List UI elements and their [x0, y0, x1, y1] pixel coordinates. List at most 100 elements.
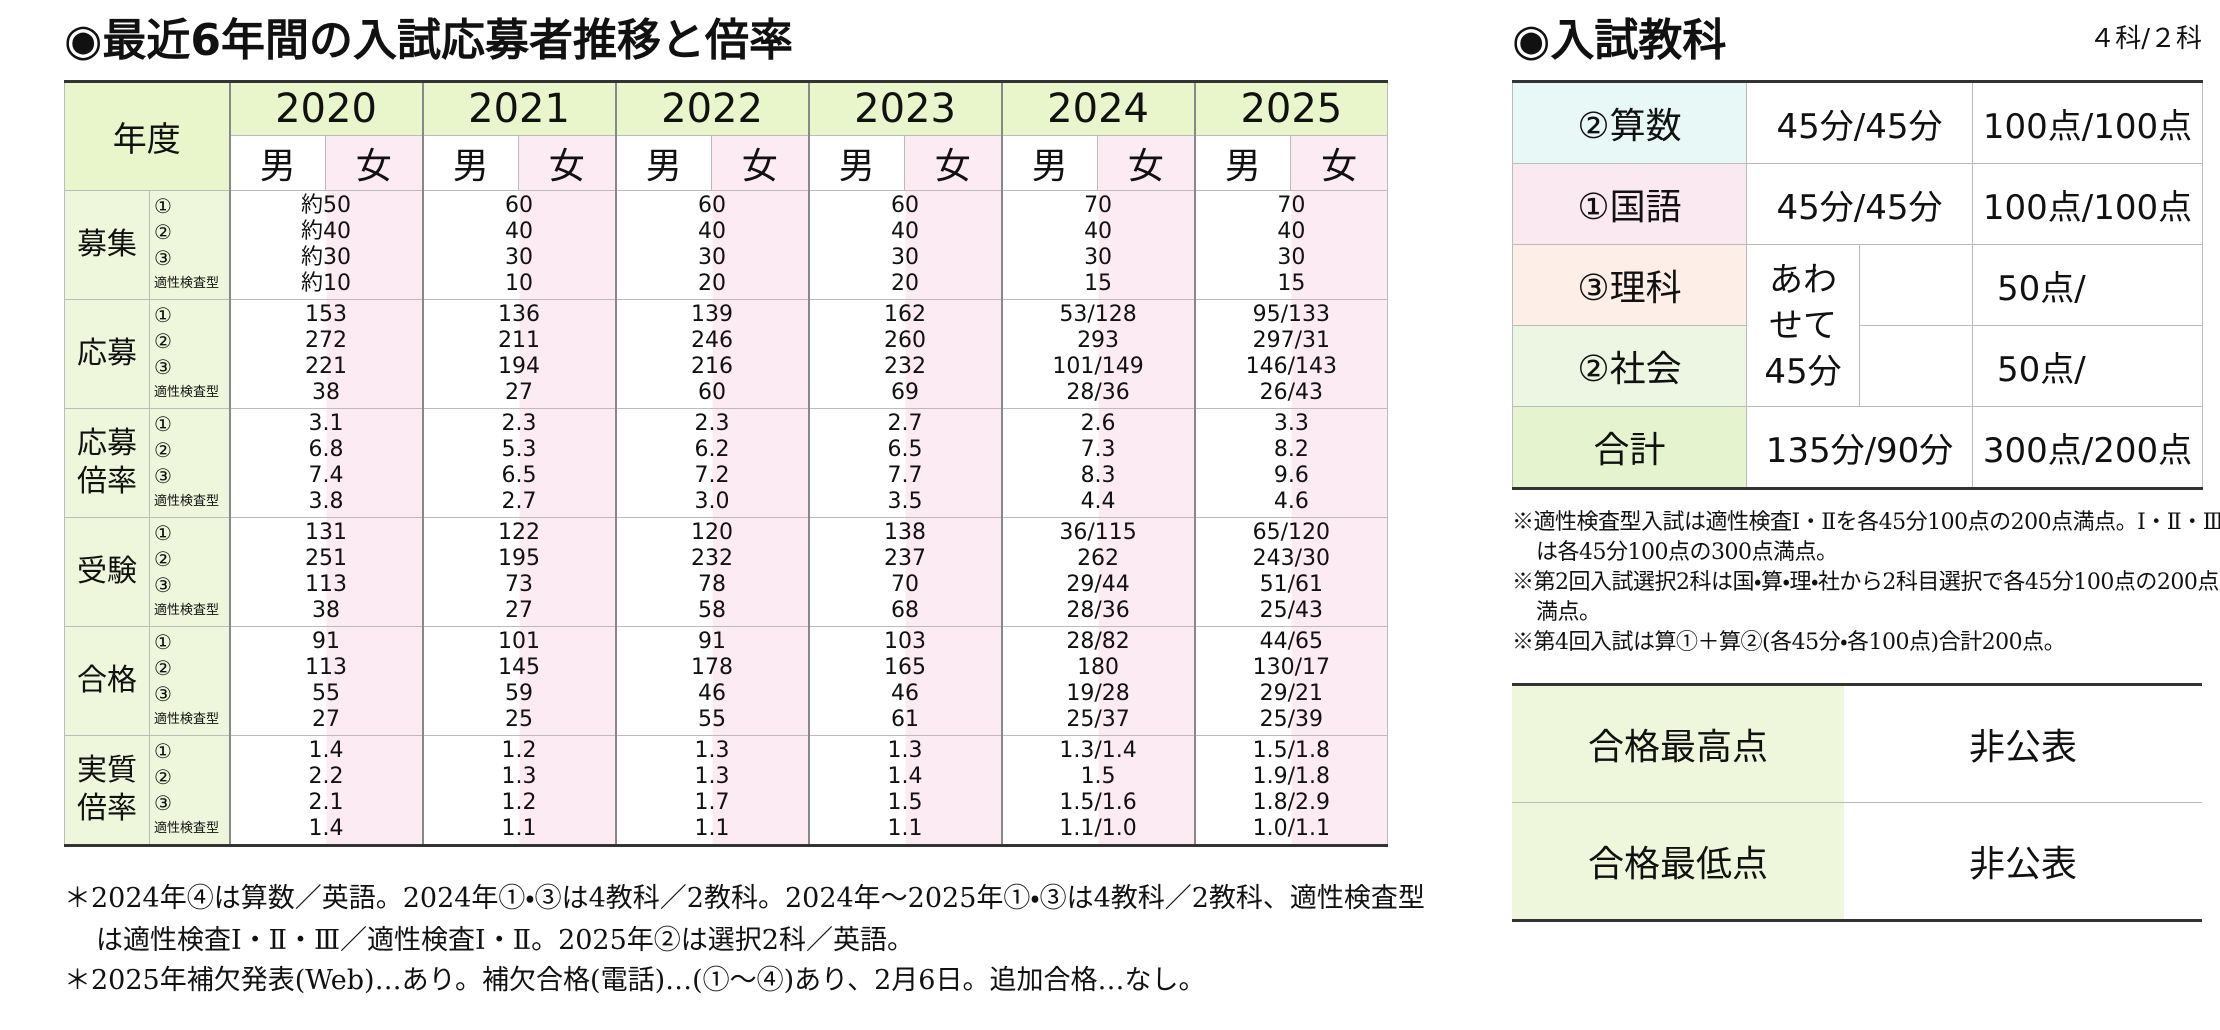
- value: 2.7: [887, 411, 923, 436]
- year-values: 1.4 2.2 2.1 1.4: [228, 735, 424, 846]
- value: 3.0: [694, 489, 730, 514]
- value: 3.1: [308, 411, 344, 436]
- row-label: 応募 倍率: [64, 408, 150, 518]
- sub-label: 適性検査型: [154, 276, 220, 291]
- year-values: 138 237 70 68: [807, 517, 1003, 627]
- value: 1.3: [887, 738, 923, 763]
- value: 44/65: [1259, 629, 1324, 654]
- male: 男: [1193, 135, 1292, 191]
- value: 216: [691, 354, 734, 379]
- note: ※第2回入試選択2科は国・算・理・社から2科目選択で各45分100点の200点満…: [1512, 570, 2219, 625]
- value: 1.5/1.6: [1059, 790, 1137, 815]
- value: 70: [1084, 193, 1113, 218]
- value: 1.2: [501, 738, 537, 763]
- data-row: 応募 ① ② ③ 適性検査型 153 272 221 38 136 211 194 27 139 246 21…: [64, 299, 1389, 409]
- score-label: 合格最高点: [1512, 684, 1844, 803]
- year-values: 139 246 216 60: [614, 299, 810, 409]
- value: 8.3: [1080, 463, 1116, 488]
- year-values: 153 272 221 38: [228, 299, 424, 409]
- score-label: 合格最低点: [1512, 802, 1844, 921]
- value: 36/115: [1059, 520, 1137, 545]
- value: 1.5: [887, 790, 923, 815]
- female: 女: [711, 135, 810, 191]
- year-values: 95/133 297/31 146/143 26/43: [1193, 299, 1389, 409]
- year-values: 91 178 46 55: [614, 626, 810, 736]
- value: 60: [698, 380, 727, 405]
- value: 61: [891, 707, 920, 732]
- row-label: 募集: [64, 190, 150, 300]
- sub-labels: ① ② ③ 適性検査型: [149, 735, 230, 846]
- value: 2.6: [1080, 411, 1116, 436]
- value: 4.4: [1080, 489, 1116, 514]
- score-value: 非公表: [1844, 802, 2202, 921]
- value: 113: [305, 572, 347, 597]
- value: 260: [884, 328, 927, 353]
- value: 251: [305, 546, 347, 571]
- row-label: 実質 倍率: [64, 735, 150, 846]
- year-header: 年度: [64, 81, 230, 191]
- value: 51/61: [1259, 572, 1324, 597]
- value: 25/39: [1259, 707, 1324, 732]
- year-values: 131 251 113 38: [228, 517, 424, 627]
- value: 30: [1084, 245, 1113, 270]
- sub-label: ②: [154, 329, 172, 353]
- year-values: 70 40 30 15: [1193, 190, 1389, 300]
- subject-score: 50点/: [1972, 244, 2204, 326]
- data-row: 合格 ① ② ③ 適性検査型 91 113 55 27 101 145 59 25 91 178 46 55 10…: [64, 626, 1389, 736]
- value: 1.4: [308, 816, 344, 841]
- value: 26/43: [1259, 380, 1324, 405]
- year: 2024: [1000, 81, 1196, 136]
- value: 120: [691, 520, 734, 545]
- value: 40: [505, 219, 534, 244]
- note: ※第4回入試は算①＋算②(各45分・各100点)合計200点。: [1512, 630, 2066, 655]
- value: 30: [505, 245, 534, 270]
- combined-time: あわ せて 45分: [1746, 244, 1860, 407]
- sub-label: ③: [154, 355, 172, 379]
- value: 1.8/2.9: [1252, 790, 1331, 815]
- value: 246: [691, 328, 734, 353]
- value: 272: [305, 328, 347, 353]
- data-row: 受験 ① ② ③ 適性検査型 131 251 113 38 122 195 73 27 120 232 78 5…: [64, 517, 1389, 627]
- note: ※適性検査型入試は適性検査Ⅰ・Ⅱを各45分100点の200点満点。Ⅰ・Ⅱ・Ⅲは各…: [1512, 510, 2220, 565]
- value: 70: [891, 572, 920, 597]
- value: 2.2: [308, 764, 344, 789]
- year-values: 44/65 130/17 29/21 25/39: [1193, 626, 1389, 736]
- sub-labels: ① ② ③ 適性検査型: [149, 517, 230, 627]
- value: 1.1: [887, 816, 923, 841]
- value: 30: [1277, 245, 1306, 270]
- female: 女: [518, 135, 617, 191]
- value: 40: [891, 219, 920, 244]
- subject-name: ②社会: [1512, 325, 1747, 407]
- value: 91: [698, 629, 727, 654]
- year-values: 3.3 8.2 9.6 4.6: [1193, 408, 1389, 518]
- value: 232: [691, 546, 734, 571]
- value: 1.3/1.4: [1059, 738, 1137, 763]
- sub-labels: ① ② ③ 適性検査型: [149, 626, 230, 736]
- value: 1.3: [694, 738, 730, 763]
- value: 138: [884, 520, 927, 545]
- value: 2.3: [694, 411, 730, 436]
- value: 162: [884, 302, 927, 327]
- year: 2020: [228, 81, 424, 136]
- value: 113: [305, 655, 347, 680]
- value: 6.2: [694, 437, 730, 462]
- value: 60: [698, 193, 727, 218]
- value: 1.1/1.0: [1059, 816, 1137, 841]
- right-title: ◉入試教科: [1512, 15, 1727, 66]
- score-row: 合格最高点 非公表: [1512, 684, 2202, 803]
- value: 25: [505, 707, 534, 732]
- value: 25/43: [1259, 598, 1324, 623]
- value: 262: [1077, 546, 1120, 571]
- year-values: 2.3 5.3 6.5 2.7: [421, 408, 617, 518]
- year: 2021: [421, 81, 617, 136]
- year-values: 103 165 46 61: [807, 626, 1003, 736]
- value: 38: [312, 380, 340, 405]
- female: 女: [1290, 135, 1389, 191]
- value: 15: [1277, 271, 1306, 296]
- value: 40: [698, 219, 727, 244]
- sub-label: 適性検査型: [154, 712, 220, 727]
- value: 8.2: [1273, 437, 1309, 462]
- sub-labels: ① ② ③ 適性検査型: [149, 408, 230, 518]
- value: 73: [505, 572, 534, 597]
- value: 7.4: [308, 463, 344, 488]
